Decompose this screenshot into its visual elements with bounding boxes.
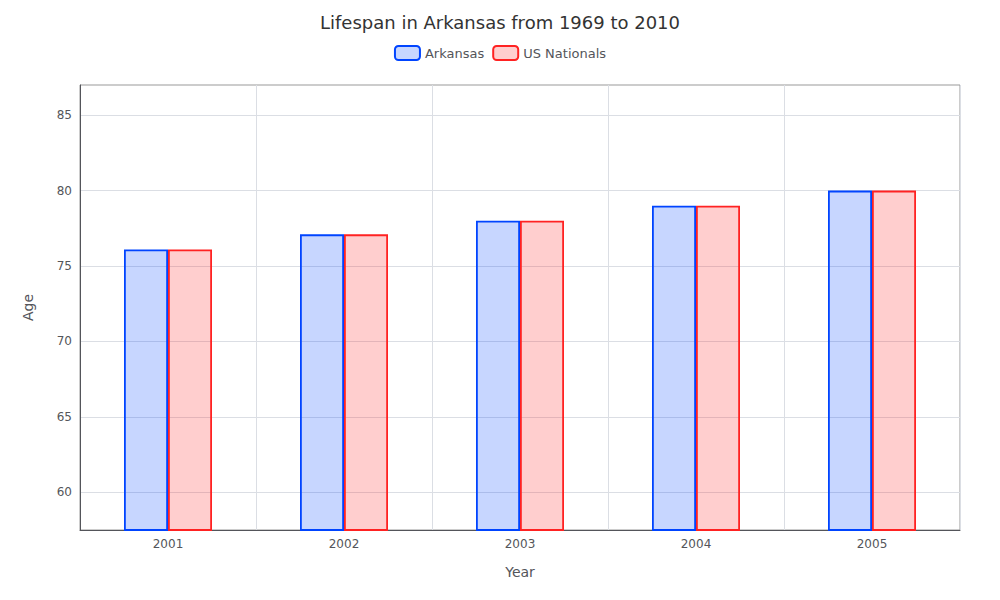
svg-text:Arkansas: Arkansas	[425, 46, 484, 61]
svg-text:2005: 2005	[857, 537, 888, 551]
svg-text:2004: 2004	[681, 537, 712, 551]
svg-text:Lifespan in Arkansas from 1969: Lifespan in Arkansas from 1969 to 2010	[320, 12, 680, 33]
svg-text:75: 75	[57, 259, 72, 273]
svg-text:US Nationals: US Nationals	[523, 46, 606, 61]
svg-text:2001: 2001	[153, 537, 184, 551]
svg-text:Age: Age	[20, 294, 36, 321]
svg-text:85: 85	[57, 108, 72, 122]
svg-text:65: 65	[57, 410, 72, 424]
svg-text:70: 70	[57, 334, 72, 348]
svg-text:Year: Year	[504, 564, 535, 580]
svg-text:2002: 2002	[329, 537, 360, 551]
svg-text:80: 80	[57, 184, 72, 198]
svg-text:60: 60	[57, 485, 72, 499]
svg-text:2003: 2003	[505, 537, 536, 551]
